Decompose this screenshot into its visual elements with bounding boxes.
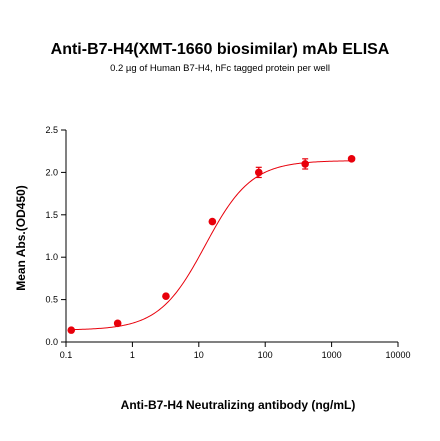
y-tick-label: 1.0 — [45, 252, 58, 262]
x-tick-label: 100 — [258, 350, 273, 360]
x-tick-label: 1000 — [322, 350, 342, 360]
y-tick-label: 0.5 — [45, 295, 58, 305]
y-tick-label: 2.5 — [45, 125, 58, 135]
y-tick-label: 2.0 — [45, 167, 58, 177]
x-axis-label: Anti-B7-H4 Neutralizing antibody (ng/mL) — [121, 398, 356, 412]
ticks: 0.0 0.5 1.0 1.5 2.0 2.5 0.1 1 10 100 1000 10000 — [45, 125, 410, 360]
data-point — [67, 326, 76, 334]
y-axis-label: Mean Abs.(OD450) — [14, 185, 28, 291]
x-tick-label: 1 — [130, 350, 135, 360]
y-tick-label: 0.0 — [45, 337, 58, 347]
data-point — [113, 319, 122, 328]
chart-subtitle: 0.2 µg of Human B7-H4, hFc tagged protei… — [110, 63, 330, 74]
y-tick-label: 1.5 — [45, 210, 58, 220]
data-point — [208, 217, 217, 226]
chart-title: Anti-B7-H4(XMT-1660 biosimilar) mAb ELIS… — [50, 41, 390, 58]
axes — [65, 130, 398, 343]
x-tick-label: 10000 — [385, 350, 410, 360]
data-point — [301, 160, 309, 168]
x-tick-label: 0.1 — [60, 350, 73, 360]
data-marks — [67, 155, 356, 334]
data-point — [347, 155, 356, 163]
fit-curve — [71, 160, 352, 331]
x-tick-label: 10 — [194, 350, 204, 360]
data-point — [162, 292, 170, 301]
data-point — [254, 168, 263, 177]
